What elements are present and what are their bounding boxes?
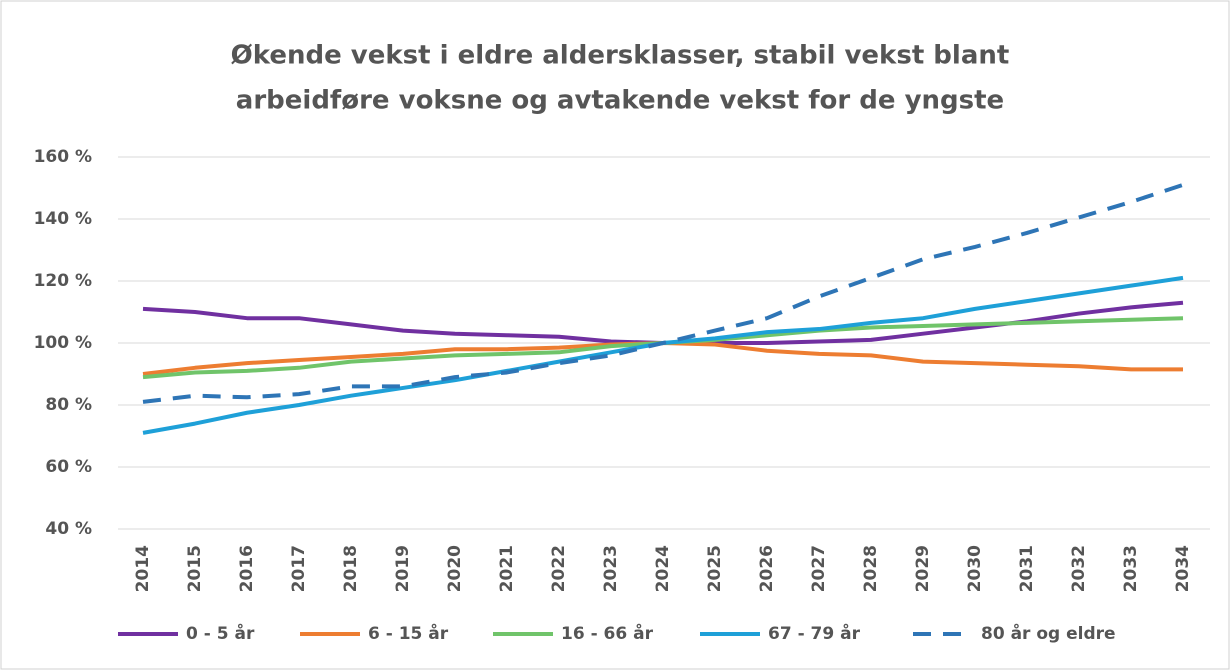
x-tick-label: 2019: [393, 545, 413, 592]
y-tick-label: 100 %: [34, 333, 92, 353]
y-tick-label: 40 %: [45, 519, 92, 539]
y-tick-label: 60 %: [45, 457, 92, 477]
x-tick-label: 2022: [549, 545, 569, 592]
x-tick-label: 2031: [1017, 545, 1037, 592]
x-tick-label: 2017: [289, 545, 309, 592]
y-tick-label: 80 %: [45, 395, 92, 415]
legend-label: 6 - 15 år: [368, 622, 449, 644]
x-tick-label: 2014: [133, 545, 153, 592]
x-tick-label: 2025: [705, 545, 725, 592]
x-tick-label: 2033: [1121, 545, 1141, 592]
x-tick-label: 2030: [965, 545, 985, 592]
chart-title: arbeidføre voksne og avtakende vekst for…: [236, 86, 1004, 116]
x-tick-label: 2024: [653, 545, 673, 592]
x-tick-label: 2032: [1069, 545, 1089, 592]
legend-label: 0 - 5 år: [186, 622, 255, 644]
series-line: [142, 182, 1184, 404]
x-tick-label: 2016: [237, 545, 257, 592]
legend-label: 67 - 79 år: [768, 622, 861, 644]
x-tick-label: 2029: [913, 545, 933, 592]
x-tick-label: 2027: [809, 545, 829, 592]
x-tick-label: 2034: [1173, 545, 1193, 592]
x-tick-label: 2015: [185, 545, 205, 592]
x-tick-label: 2028: [861, 545, 881, 592]
x-tick-label: 2023: [601, 545, 621, 592]
y-tick-label: 160 %: [34, 147, 92, 167]
x-tick-label: 2021: [497, 545, 517, 592]
chart-title: Økende vekst i eldre aldersklasser, stab…: [231, 41, 1010, 71]
legend-label: 16 - 66 år: [561, 622, 654, 644]
legend-label: 80 år og eldre: [981, 622, 1116, 644]
y-tick-label: 140 %: [34, 209, 92, 229]
x-tick-label: 2020: [445, 545, 465, 592]
x-tick-label: 2018: [341, 545, 361, 592]
x-tick-label: 2026: [757, 545, 777, 592]
y-tick-label: 120 %: [34, 271, 92, 291]
